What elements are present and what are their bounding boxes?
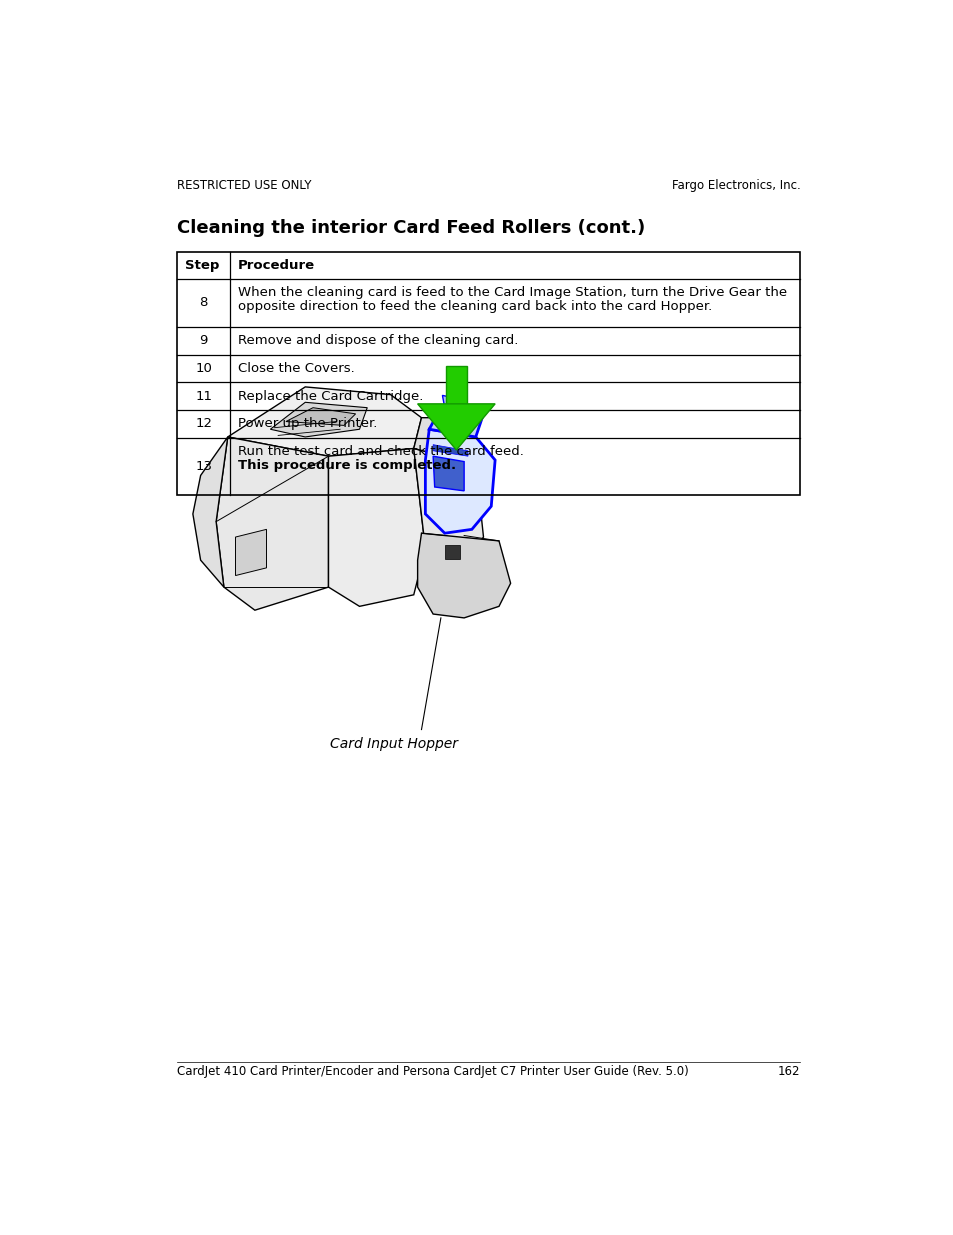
Text: 13: 13 <box>195 461 212 473</box>
Polygon shape <box>414 448 483 568</box>
Polygon shape <box>433 456 464 490</box>
Polygon shape <box>328 448 425 606</box>
Text: 12: 12 <box>195 417 212 430</box>
Text: 10: 10 <box>195 362 212 375</box>
Polygon shape <box>286 408 355 425</box>
Text: opposite direction to feed the cleaning card back into the card Hopper.: opposite direction to feed the cleaning … <box>237 300 711 312</box>
Text: Fargo Electronics, Inc.: Fargo Electronics, Inc. <box>671 179 800 191</box>
Polygon shape <box>417 534 510 618</box>
Polygon shape <box>433 445 468 456</box>
Polygon shape <box>270 403 367 437</box>
Text: Step: Step <box>185 259 219 272</box>
Polygon shape <box>417 404 495 450</box>
Polygon shape <box>442 395 459 411</box>
Text: 162: 162 <box>777 1066 800 1078</box>
Polygon shape <box>228 387 421 456</box>
Polygon shape <box>193 437 228 587</box>
Text: This procedure is completed.: This procedure is completed. <box>237 459 456 472</box>
Text: Close the Covers.: Close the Covers. <box>237 362 355 375</box>
Bar <box>177 252 800 495</box>
Text: When the cleaning card is feed to the Card Image Station, turn the Drive Gear th: When the cleaning card is feed to the Ca… <box>237 287 786 299</box>
Polygon shape <box>425 430 495 534</box>
Polygon shape <box>414 417 476 464</box>
Text: Cleaning the interior Card Feed Rollers (cont.): Cleaning the interior Card Feed Rollers … <box>177 219 645 237</box>
Polygon shape <box>216 437 328 610</box>
Text: Card Input Hopper: Card Input Hopper <box>330 737 457 751</box>
Polygon shape <box>235 530 266 576</box>
Text: Run the test card and check the card feed.: Run the test card and check the card fee… <box>237 445 523 458</box>
Text: Remove and dispose of the cleaning card.: Remove and dispose of the cleaning card. <box>237 335 517 347</box>
Bar <box>444 545 459 558</box>
Text: CardJet 410 Card Printer/Encoder and Persona CardJet C7 Printer User Guide (Rev.: CardJet 410 Card Printer/Encoder and Per… <box>177 1066 688 1078</box>
Text: 8: 8 <box>199 296 208 310</box>
Text: Power up the Printer.: Power up the Printer. <box>237 417 376 430</box>
Bar <box>445 366 467 408</box>
Text: Replace the Card Cartridge.: Replace the Card Cartridge. <box>237 389 423 403</box>
Text: 11: 11 <box>195 389 212 403</box>
Text: 9: 9 <box>199 335 208 347</box>
Polygon shape <box>429 408 483 437</box>
Text: RESTRICTED USE ONLY: RESTRICTED USE ONLY <box>177 179 312 191</box>
Text: Procedure: Procedure <box>237 259 314 272</box>
